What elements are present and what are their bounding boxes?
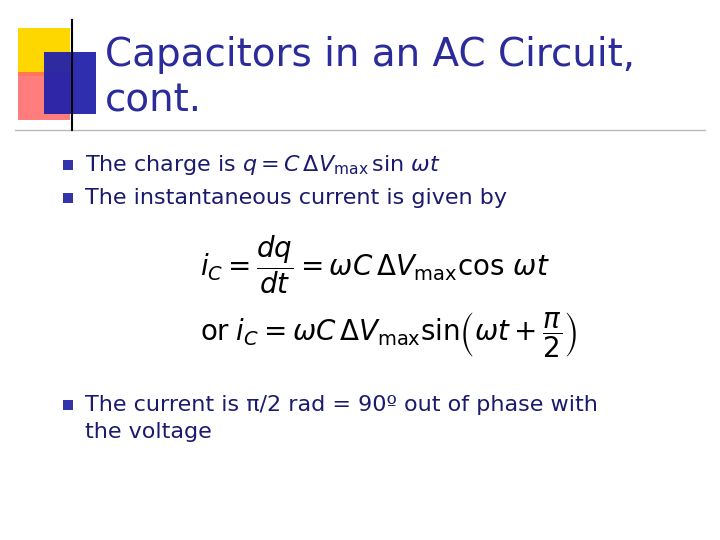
Text: $i_C = \dfrac{dq}{dt} = \omega C\,\Delta V_{\mathrm{max}}\cos\,\omega t$: $i_C = \dfrac{dq}{dt} = \omega C\,\Delta… <box>200 234 550 296</box>
Bar <box>44 52 96 114</box>
Bar <box>18 28 70 76</box>
Bar <box>63 160 73 170</box>
Text: The current is π/2 rad = 90º out of phase with: The current is π/2 rad = 90º out of phas… <box>85 395 598 415</box>
Text: cont.: cont. <box>105 81 202 119</box>
Text: the voltage: the voltage <box>85 422 212 442</box>
Bar <box>18 72 70 120</box>
Bar <box>63 193 73 203</box>
Bar <box>63 400 73 410</box>
Text: $\mathrm{or}\; i_C = \omega C\,\Delta V_{\mathrm{max}}\sin\!\left(\omega t + \df: $\mathrm{or}\; i_C = \omega C\,\Delta V_… <box>200 310 577 360</box>
Text: The instantaneous current is given by: The instantaneous current is given by <box>85 188 507 208</box>
Text: Capacitors in an AC Circuit,: Capacitors in an AC Circuit, <box>105 36 635 74</box>
Text: The charge is $q = C\,\Delta V_{\mathrm{max}}\,\sin\,\omega t$: The charge is $q = C\,\Delta V_{\mathrm{… <box>85 153 441 177</box>
